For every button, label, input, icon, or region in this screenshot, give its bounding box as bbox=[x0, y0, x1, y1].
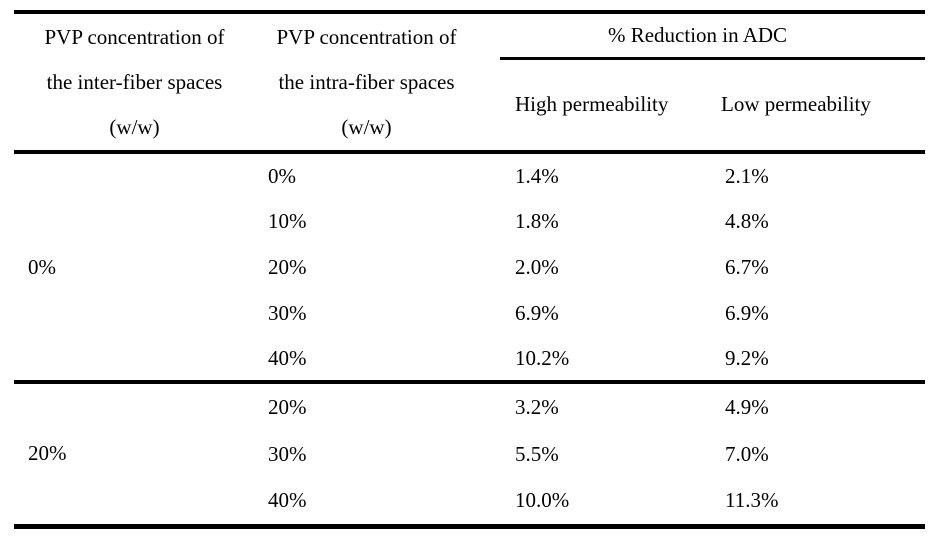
group-inter-fiber-20: 20% 20% 3.2% 4.9% 30% 5.5% 7.0% 40% 10.0… bbox=[14, 382, 925, 526]
high-permeability-cell: 2.0% bbox=[515, 254, 559, 279]
intra-fiber-cell: 20% bbox=[268, 254, 307, 279]
header-line: PVP concentration of bbox=[276, 24, 457, 49]
high-permeability-cell: 10.2% bbox=[515, 345, 570, 370]
data-table: PVP concentration of the inter-fiber spa… bbox=[14, 10, 926, 529]
low-permeability-cell: 4.9% bbox=[725, 394, 769, 419]
table-row: 10% 1.8% 4.8% bbox=[14, 198, 925, 244]
low-permeability-cell: 4.8% bbox=[725, 208, 769, 233]
header-line: the inter-fiber spaces bbox=[46, 69, 223, 94]
table-row: 40% 10.0% 11.3% bbox=[14, 478, 925, 526]
header-intra-fiber: PVP concentration of the intra-fiber spa… bbox=[255, 12, 500, 152]
header-line: PVP concentration of bbox=[44, 24, 225, 49]
header-row-sub: High permeability Low permeability bbox=[14, 58, 925, 152]
table-row: 30% 5.5% 7.0% bbox=[14, 430, 925, 478]
low-permeability-cell: 9.2% bbox=[725, 345, 769, 370]
high-permeability-cell: 6.9% bbox=[515, 300, 559, 325]
low-permeability-cell: 11.3% bbox=[725, 488, 779, 513]
high-permeability-cell: 10.0% bbox=[515, 488, 570, 513]
table-row: 20% 2.0% 6.7% bbox=[14, 244, 925, 290]
intra-fiber-cell: 20% bbox=[268, 394, 307, 419]
high-permeability-cell: 1.8% bbox=[515, 208, 559, 233]
table-row: 40% 10.2% 9.2% bbox=[14, 336, 925, 382]
table-row: 30% 6.9% 6.9% bbox=[14, 290, 925, 336]
low-permeability-cell: 2.1% bbox=[725, 163, 769, 188]
table-row: 20% 20% 3.2% 4.9% bbox=[14, 382, 925, 466]
group-inter-fiber-0: 0% 0% 1.4% 2.1% 10% 1.8% 4.8% 20% 2.0% 6… bbox=[14, 152, 926, 382]
header-line: (w/w) bbox=[341, 114, 392, 139]
table-header: PVP concentration of the inter-fiber spa… bbox=[14, 12, 926, 152]
high-permeability-cell: 1.4% bbox=[515, 163, 559, 188]
table-row: 0% 0% 1.4% 2.1% bbox=[14, 152, 925, 279]
high-permeability-cell: 3.2% bbox=[515, 394, 559, 419]
header-inter-fiber: PVP concentration of the inter-fiber spa… bbox=[14, 12, 255, 152]
header-row-top: PVP concentration of the inter-fiber spa… bbox=[14, 12, 926, 139]
adc-reduction-table: PVP concentration of the inter-fiber spa… bbox=[14, 10, 926, 529]
low-permeability-cell: 6.7% bbox=[725, 254, 769, 279]
header-line: (w/w) bbox=[109, 114, 160, 139]
intra-fiber-cell: 10% bbox=[268, 208, 307, 233]
inter-fiber-group-label: 20% bbox=[28, 441, 67, 466]
inter-fiber-group-label: 0% bbox=[28, 254, 56, 279]
high-permeability-cell: 5.5% bbox=[515, 441, 559, 466]
header-high-permeability: High permeability bbox=[515, 92, 669, 117]
low-permeability-cell: 6.9% bbox=[725, 300, 769, 325]
header-reduction-adc: % Reduction in ADC bbox=[500, 12, 926, 60]
intra-fiber-cell: 30% bbox=[268, 300, 307, 325]
header-line: the intra-fiber spaces bbox=[278, 69, 455, 94]
header-low-permeability: Low permeability bbox=[721, 92, 871, 117]
intra-fiber-cell: 30% bbox=[268, 441, 307, 466]
intra-fiber-cell: 40% bbox=[268, 488, 307, 513]
intra-fiber-cell: 0% bbox=[268, 163, 296, 188]
low-permeability-cell: 7.0% bbox=[725, 441, 769, 466]
intra-fiber-cell: 40% bbox=[268, 345, 307, 370]
